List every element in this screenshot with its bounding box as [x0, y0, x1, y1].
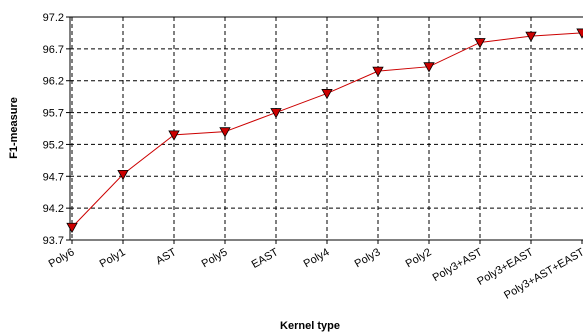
x-tick-label: Poly6: [47, 246, 77, 270]
data-point-marker: [168, 130, 180, 141]
y-tick-label: 95.7: [43, 108, 64, 120]
data-point-marker: [372, 66, 384, 77]
x-tick-label: AST: [154, 246, 179, 267]
y-tick-label: 96.2: [43, 76, 64, 88]
x-tick-label: Poly1: [98, 246, 128, 270]
data-point-marker: [423, 62, 435, 73]
data-point-marker: [66, 222, 78, 234]
data-series: [66, 28, 583, 234]
x-axis-title: Kernel type: [280, 320, 340, 332]
x-tick-label: EAST: [250, 246, 281, 271]
x-tick-labels: Poly6 Poly1 AST Poly5 EAST Poly4 Poly3 Poly2Pol…: [47, 246, 583, 302]
data-point-marker: [270, 108, 282, 119]
data-point-marker: [117, 169, 129, 181]
data-point-marker: [576, 28, 583, 39]
y-tick-label: 96.7: [43, 44, 64, 56]
data-point-marker: [525, 31, 537, 42]
y-tick-label: 95.2: [43, 139, 64, 151]
axes: [66, 16, 583, 244]
y-tick-label: 97.2: [43, 12, 64, 24]
data-point-marker: [321, 89, 333, 100]
y-axis-title: F1-measure: [8, 97, 20, 159]
y-tick-labels: 97.2 96.7 96.2 95.7 95.2 94.7 94.2 93.7: [43, 12, 64, 247]
y-tick-label: 93.7: [43, 235, 64, 247]
grid-lines: [70, 17, 583, 240]
y-tick-label: 94.2: [43, 203, 64, 215]
x-tick-label: Poly2: [404, 246, 434, 270]
data-point-marker: [474, 38, 486, 49]
x-tick-label: Poly4: [302, 246, 332, 270]
x-tick-label: Poly5: [200, 246, 230, 270]
y-tick-label: 94.7: [43, 171, 64, 183]
data-point-marker: [219, 127, 231, 138]
x-tick-label: Poly3: [353, 246, 383, 270]
